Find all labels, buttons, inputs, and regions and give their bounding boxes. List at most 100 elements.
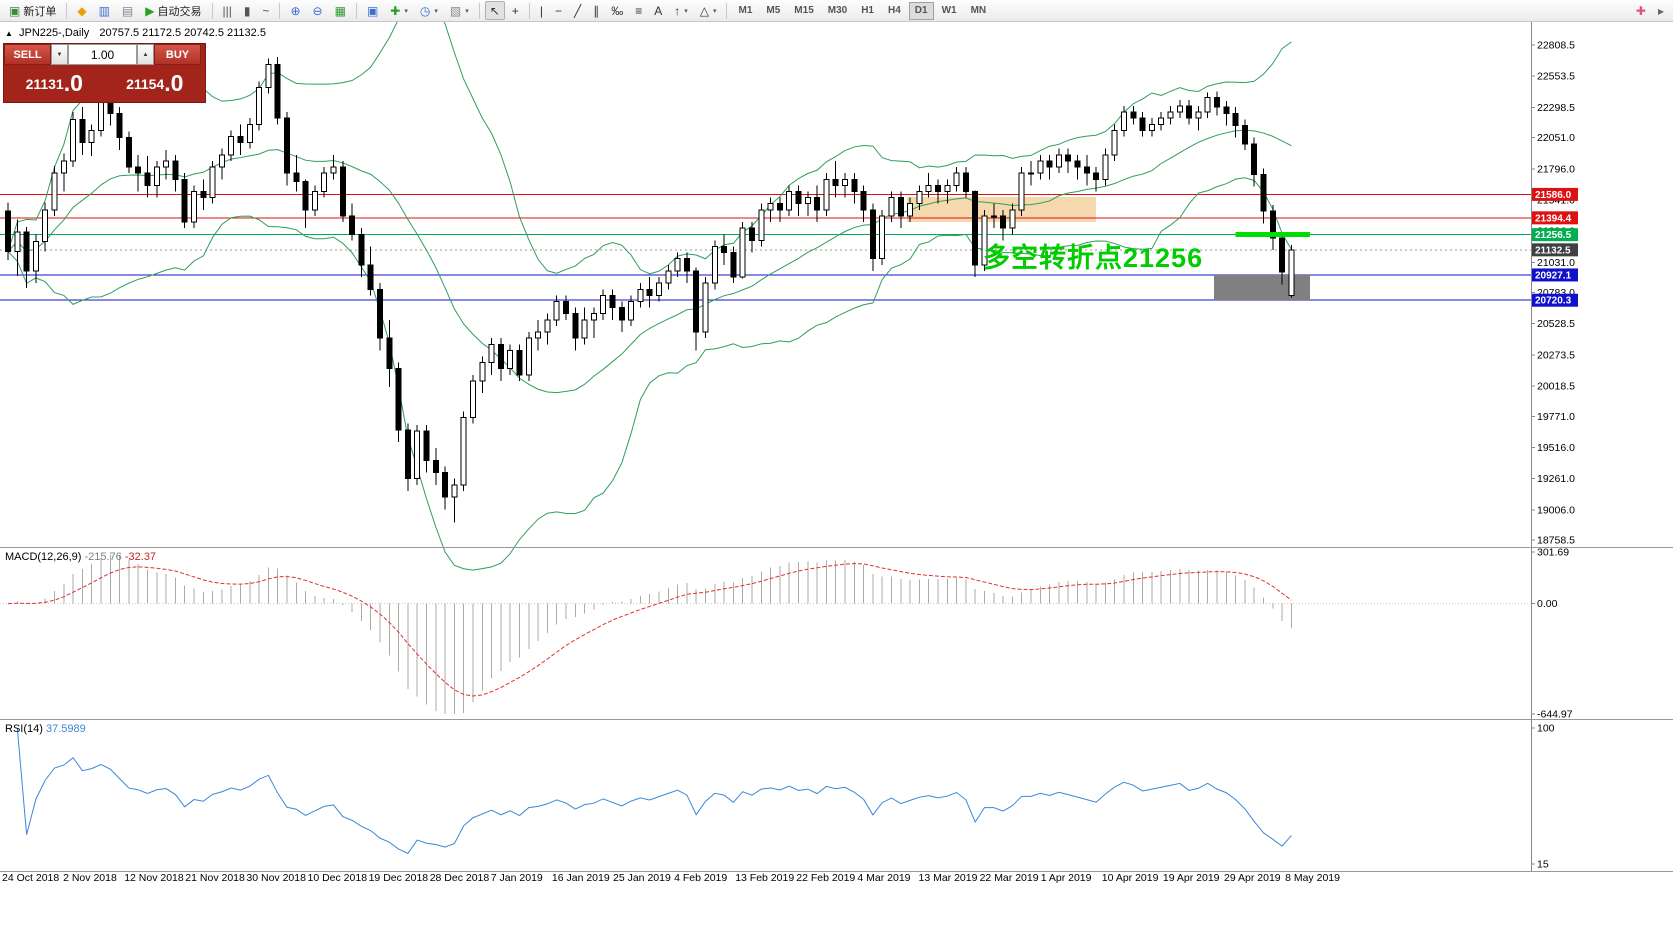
shapes-tool-icon: △ xyxy=(699,3,709,18)
zoom-in-icon: ⊕ xyxy=(290,3,301,18)
svg-text:19261.0: 19261.0 xyxy=(1537,473,1575,485)
data-window-button[interactable]: ▤ xyxy=(117,1,138,20)
autotrading-button[interactable]: ▶ 自动交易 xyxy=(140,1,206,20)
line-chart-mode-button[interactable]: ~ xyxy=(257,1,274,20)
new-order-label: 新订单 xyxy=(23,5,57,18)
volume-input[interactable] xyxy=(68,44,137,65)
macd-indicator-label: MACD(12,26,9) -215.76 -32.37 xyxy=(5,551,156,563)
timeframe-m15-button[interactable]: M15 xyxy=(788,2,819,20)
candlestick-mode-icon: ▮ xyxy=(243,3,251,18)
vertical-line-tool-button[interactable]: | xyxy=(535,1,548,20)
trendline-tool-button[interactable]: ╱ xyxy=(569,1,586,20)
shapes-tool-button[interactable]: △ ▾ xyxy=(695,1,722,20)
price-axis[interactable]: 22808.522553.522298.522051.021796.021541… xyxy=(1531,22,1578,871)
bar-chart-mode-button[interactable]: ||| xyxy=(218,1,237,20)
toolbar-overflow-icon: ▸ xyxy=(1657,3,1664,18)
symbol-info: ▲ JPN225-,Daily 20757.5 21172.5 20742.5 … xyxy=(5,27,266,39)
tile-windows-button[interactable]: ▦ xyxy=(330,1,351,20)
svg-text:1 Apr 2019: 1 Apr 2019 xyxy=(1041,872,1092,884)
crosshair-icon: + xyxy=(511,3,519,18)
svg-text:20927.1: 20927.1 xyxy=(1535,270,1572,281)
cascade-windows-button[interactable]: ▣ xyxy=(362,1,383,20)
horizontal-line-tool-button[interactable]: − xyxy=(550,1,567,20)
trendline-tool-icon: ╱ xyxy=(573,3,582,18)
toolbar-separator xyxy=(66,2,68,19)
candles xyxy=(5,57,1295,523)
timeframe-m30-button[interactable]: M30 xyxy=(822,2,853,20)
one-click-collapse-icon[interactable]: ▲ xyxy=(5,29,13,38)
fibonacci-tool-button[interactable]: ‰ xyxy=(606,1,628,20)
candlestick-mode-button[interactable]: ▮ xyxy=(239,1,256,20)
autotrading-label: 自动交易 xyxy=(157,5,202,18)
grid-tool-button[interactable]: ≡ xyxy=(630,1,647,20)
svg-text:22553.5: 22553.5 xyxy=(1537,71,1575,83)
dropdown-caret-icon: ▾ xyxy=(465,7,469,15)
macd-name: MACD(12,26,9) xyxy=(5,551,82,563)
macd-signal-value: -32.37 xyxy=(124,551,157,563)
volume-down-button[interactable]: ▼ xyxy=(51,44,68,65)
svg-text:16 Jan 2019: 16 Jan 2019 xyxy=(552,872,610,884)
add-indicator-quick-icon: ✚ xyxy=(1635,3,1646,18)
one-click-trading-panel: SELL ▼ ▲ BUY 21131.0 21154.0 xyxy=(3,43,206,103)
templates-icon: ▧ xyxy=(449,3,462,18)
buy-button[interactable]: BUY xyxy=(154,44,201,65)
timeframe-m5-button[interactable]: M5 xyxy=(760,2,786,20)
svg-text:20273.5: 20273.5 xyxy=(1537,349,1575,361)
new-order-button[interactable]: ▣ 新订单 xyxy=(4,1,61,20)
templates-button[interactable]: ▧ ▾ xyxy=(445,1,474,20)
periods-button[interactable]: ◷ ▾ xyxy=(415,1,443,20)
buy-price[interactable]: 21154.0 xyxy=(126,70,184,97)
rsi-indicator-label: RSI(14) 37.5989 xyxy=(5,723,86,735)
svg-text:12 Nov 2018: 12 Nov 2018 xyxy=(124,872,184,884)
volume-up-button[interactable]: ▲ xyxy=(137,44,154,65)
toolbar-overflow-button[interactable]: ▸ xyxy=(1653,1,1669,20)
channel-tool-icon: ∥ xyxy=(593,3,600,18)
svg-text:19771.0: 19771.0 xyxy=(1537,411,1575,423)
timeframe-h4-button[interactable]: H4 xyxy=(882,2,907,20)
crosshair-button[interactable]: + xyxy=(507,1,524,20)
svg-text:10 Apr 2019: 10 Apr 2019 xyxy=(1102,872,1159,884)
arrows-tool-icon: ↑ xyxy=(674,3,681,18)
svg-text:100: 100 xyxy=(1537,723,1555,735)
text-tool-button[interactable]: A xyxy=(649,1,667,20)
panel-separators[interactable] xyxy=(0,547,1673,872)
timeframe-mn-button[interactable]: MN xyxy=(965,2,993,20)
toolbar-separator xyxy=(478,2,480,19)
toolbar-separator xyxy=(528,2,530,19)
timeframe-h1-button[interactable]: H1 xyxy=(855,2,880,20)
sell-price[interactable]: 21131.0 xyxy=(25,70,83,97)
svg-text:21256.5: 21256.5 xyxy=(1535,230,1572,241)
channel-tool-button[interactable]: ∥ xyxy=(588,1,604,20)
svg-text:20528.5: 20528.5 xyxy=(1537,318,1575,330)
add-indicator-quick-button[interactable]: ✚ xyxy=(1631,1,1651,20)
svg-text:19006.0: 19006.0 xyxy=(1537,504,1575,516)
timeframe-w1-button[interactable]: W1 xyxy=(936,2,963,20)
market-watch-button[interactable]: ▥ xyxy=(94,1,115,20)
market-watch-icon: ▥ xyxy=(98,3,110,18)
svg-text:28 Dec 2018: 28 Dec 2018 xyxy=(430,872,490,884)
indicators-button[interactable]: ✚ ▾ xyxy=(385,1,413,20)
data-window-icon: ▤ xyxy=(121,3,134,18)
tile-windows-icon: ▦ xyxy=(334,3,346,18)
cursor-button[interactable]: ↖ xyxy=(484,1,505,20)
pivot-annotation: 多空转折点21256 xyxy=(983,243,1204,273)
time-axis[interactable]: 24 Oct 2018 2 Nov 2018 12 Nov 2018 21 Nov 2… xyxy=(2,872,1340,884)
zoom-in-button[interactable]: ⊕ xyxy=(285,1,305,20)
text-tool-icon: A xyxy=(654,3,663,18)
arrows-tool-button[interactable]: ↑ ▾ xyxy=(669,1,693,20)
metaeditor-button[interactable]: ◆ xyxy=(72,1,91,20)
svg-text:4 Feb 2019: 4 Feb 2019 xyxy=(674,872,727,884)
zoom-out-button[interactable]: ⊖ xyxy=(308,1,328,20)
svg-text:22 Feb 2019: 22 Feb 2019 xyxy=(796,872,855,884)
timeframe-m1-button[interactable]: M1 xyxy=(732,2,758,20)
timeframe-d1-button[interactable]: D1 xyxy=(908,1,934,20)
rsi-value: 37.5989 xyxy=(45,723,86,735)
sell-button[interactable]: SELL xyxy=(4,44,51,65)
symbol-name: JPN225-,Daily xyxy=(18,27,90,39)
toolbar-separator xyxy=(726,2,728,19)
svg-text:0.00: 0.00 xyxy=(1537,598,1558,610)
svg-text:22051.0: 22051.0 xyxy=(1537,132,1575,144)
svg-text:10 Dec 2018: 10 Dec 2018 xyxy=(308,872,368,884)
